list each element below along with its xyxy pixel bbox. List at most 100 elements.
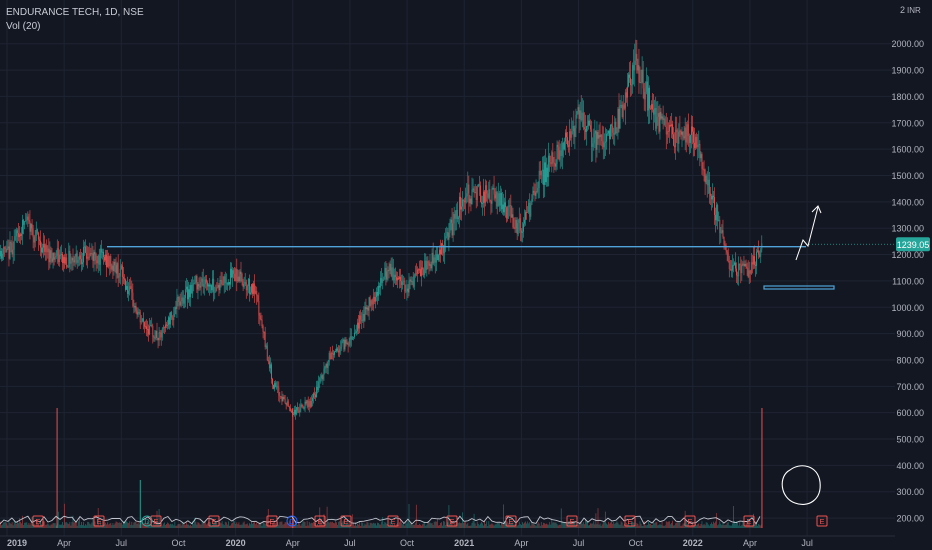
candle-body [316, 386, 317, 398]
volume-highlight-circle[interactable] [781, 465, 821, 505]
candle-body [603, 142, 605, 148]
projection-arrow[interactable] [795, 206, 819, 261]
event-marker[interactable] [32, 515, 44, 527]
candle-body [40, 240, 41, 248]
candle-body [91, 253, 93, 255]
candle-body [153, 336, 155, 339]
event-marker[interactable] [446, 515, 458, 527]
volume-bar [376, 525, 377, 528]
volume-bar [714, 523, 715, 528]
volume-bar [577, 524, 579, 528]
event-marker[interactable] [150, 515, 162, 527]
volume-bar [606, 523, 607, 528]
volume-bar [223, 525, 225, 528]
candle-body [161, 328, 163, 338]
event-marker[interactable] [141, 515, 153, 527]
volume-bar [29, 524, 31, 528]
candle-body [51, 258, 53, 262]
candle-body [282, 397, 284, 402]
candle-body [141, 318, 143, 322]
candle-body [572, 126, 574, 132]
candle-body [596, 132, 598, 150]
candle-body [37, 233, 39, 240]
event-marker[interactable] [505, 515, 517, 527]
volume-bar [199, 524, 201, 528]
candle-body [98, 255, 100, 265]
event-marker[interactable] [266, 515, 278, 527]
candle-body [712, 195, 713, 200]
candle-body [688, 135, 690, 143]
event-marker[interactable] [684, 515, 696, 527]
volume-bar [58, 524, 60, 528]
volume-bar [412, 524, 414, 528]
event-marker[interactable] [743, 515, 755, 527]
volume-bar [614, 523, 616, 528]
candle-body [13, 240, 15, 250]
volume-bar [171, 524, 173, 528]
volume-bar [562, 522, 564, 528]
event-marker[interactable] [340, 515, 352, 527]
candle-body [366, 307, 368, 310]
candle-body [644, 91, 646, 100]
candle-body [150, 325, 152, 326]
volume-bar [552, 522, 554, 528]
event-marker[interactable] [816, 515, 828, 527]
volume-bar [572, 522, 574, 528]
volume-bar [262, 521, 264, 528]
volume-bar [69, 522, 71, 528]
volume-bar [82, 525, 83, 528]
candle-body [586, 126, 587, 132]
volume-bar [330, 522, 332, 528]
event-marker[interactable] [624, 515, 636, 527]
volume-bar [137, 522, 139, 528]
volume-bar [468, 525, 470, 528]
candle-body [484, 191, 485, 203]
candle-body [532, 190, 534, 199]
candle-body [378, 285, 379, 296]
volume-bar [649, 523, 650, 528]
candle-body [414, 273, 416, 276]
candle-body [5, 249, 7, 252]
event-marker[interactable] [314, 515, 326, 527]
candle-body [9, 242, 11, 259]
support-line[interactable] [763, 285, 835, 290]
candle-body [331, 353, 333, 354]
volume-bar [729, 525, 731, 528]
candle-body [528, 202, 530, 213]
event-marker[interactable] [566, 515, 578, 527]
candle-body [653, 109, 655, 115]
candle-body [506, 207, 508, 219]
candle-body [419, 269, 420, 271]
volume-bar [677, 521, 679, 528]
volume-bar [625, 522, 627, 528]
volume-bar [494, 524, 496, 528]
volume-bar [588, 525, 589, 528]
volume-bar [544, 523, 545, 528]
volume-bar [409, 523, 411, 528]
volume-bar [326, 506, 328, 528]
candle-body [45, 245, 47, 252]
candle-body [565, 132, 566, 142]
volume-bar [410, 521, 412, 528]
volume-bar [355, 522, 356, 528]
volume-bar [43, 521, 44, 528]
candle-body [53, 252, 55, 260]
volume-bar [549, 522, 551, 528]
candle-body [115, 265, 117, 274]
volume-bar [457, 523, 459, 528]
volume-indicator-label[interactable]: Vol (20) [6, 21, 41, 32]
candle-body [598, 135, 600, 139]
candle-body [560, 150, 562, 156]
candle-body [239, 271, 241, 282]
candle-body [715, 214, 716, 221]
event-marker[interactable] [286, 515, 298, 527]
volume-bar [365, 524, 367, 528]
event-marker[interactable] [208, 515, 220, 527]
event-marker[interactable] [387, 515, 399, 527]
event-marker[interactable] [93, 515, 105, 527]
candle-body [384, 267, 386, 277]
candle-body [723, 236, 725, 245]
candle-body [727, 252, 729, 261]
